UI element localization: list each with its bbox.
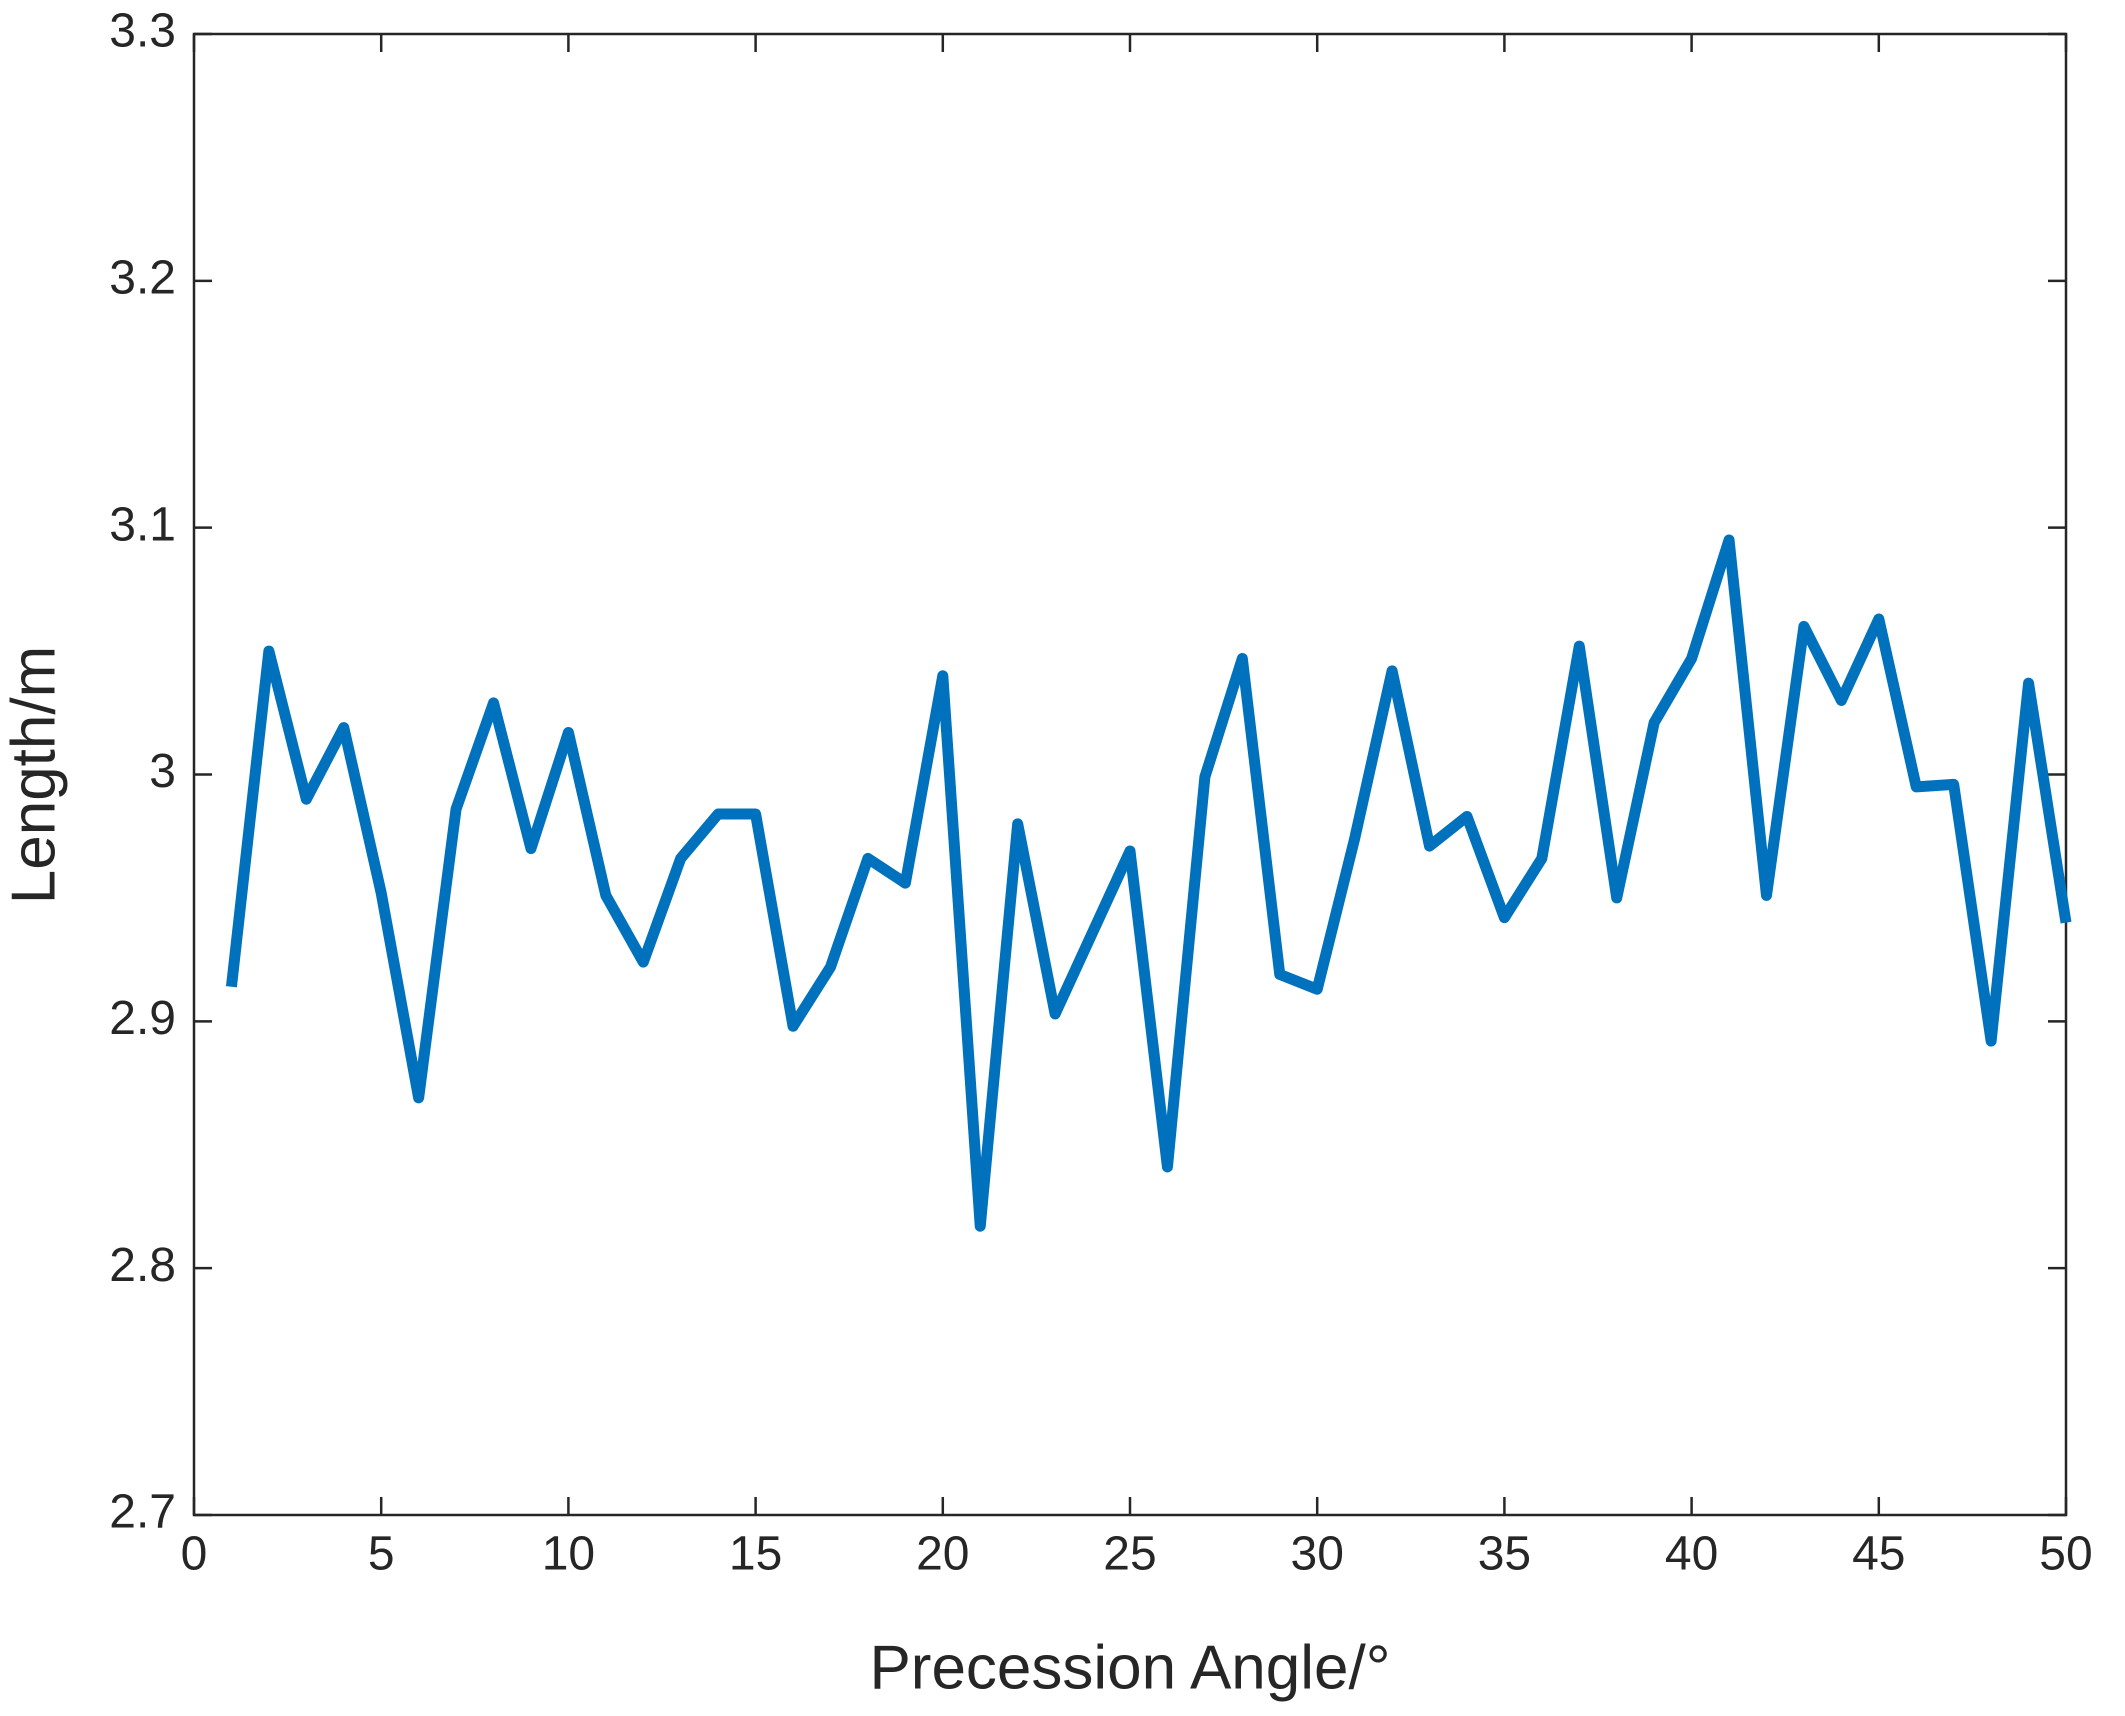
x-tick-label: 40	[1665, 1528, 1718, 1581]
x-tick-label: 35	[1478, 1528, 1531, 1581]
y-tick-label: 2.9	[109, 992, 176, 1045]
x-axis-label: Precession Angle/°	[869, 1633, 1390, 1702]
x-tick-label: 10	[542, 1528, 595, 1581]
y-tick-label: 2.8	[109, 1239, 176, 1292]
x-tick-label: 15	[729, 1528, 782, 1581]
y-tick-label: 3.1	[109, 498, 176, 551]
x-tick-label: 0	[181, 1528, 208, 1581]
y-tick-label: 3	[149, 745, 176, 798]
y-tick-label: 3.3	[109, 5, 176, 58]
x-tick-label: 50	[2039, 1528, 2092, 1581]
y-tick-label: 2.7	[109, 1486, 176, 1539]
data-line	[225, 534, 2072, 1232]
y-tick-label: 3.2	[109, 252, 176, 305]
x-tick-label: 20	[916, 1528, 969, 1581]
x-tick-label: 30	[1291, 1528, 1344, 1581]
x-tick-label: 5	[368, 1528, 395, 1581]
x-tick-label: 25	[1103, 1528, 1156, 1581]
y-axis-label: Length/m	[0, 646, 68, 905]
x-tick-label: 45	[1852, 1528, 1905, 1581]
plot-frame	[192, 32, 2068, 1517]
